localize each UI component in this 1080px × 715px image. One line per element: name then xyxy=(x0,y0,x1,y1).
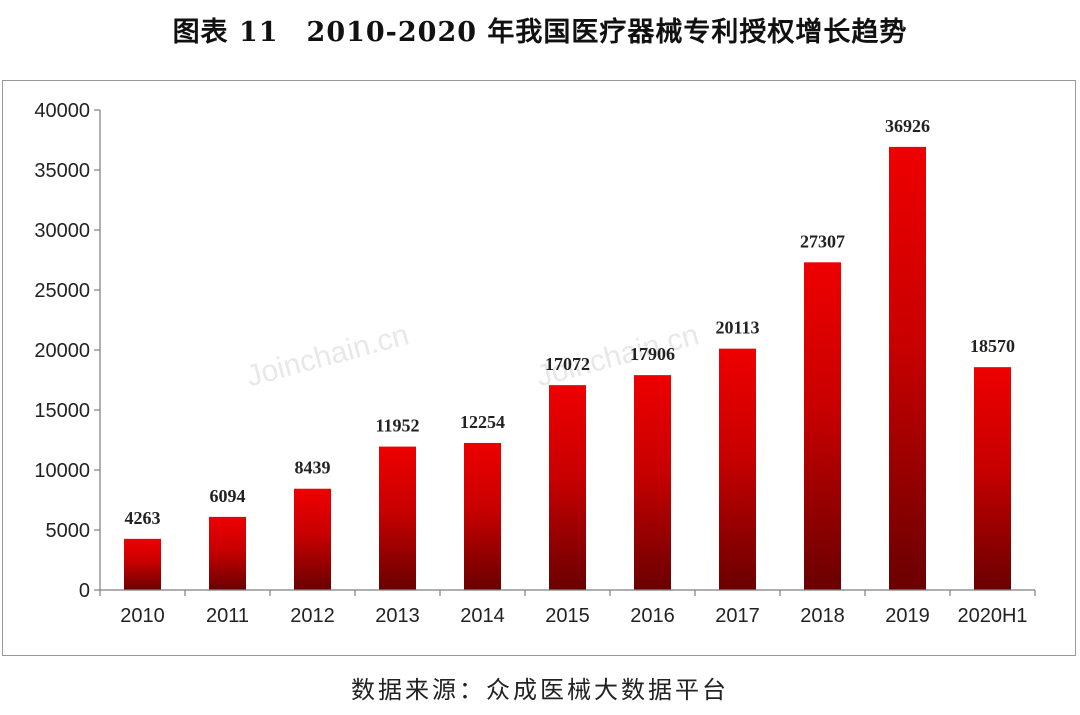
data-label-2019: 36926 xyxy=(885,116,930,136)
data-label-2017: 20113 xyxy=(715,318,759,338)
bar-2012 xyxy=(294,488,331,590)
data-label-2014: 12254 xyxy=(460,412,505,432)
data-label-2015: 17072 xyxy=(545,354,590,374)
y-tick-label: 5000 xyxy=(46,520,91,542)
y-tick-label: 25000 xyxy=(34,280,90,302)
data-label-2011: 6094 xyxy=(210,486,246,506)
y-tick-label: 35000 xyxy=(34,160,90,182)
bar-2017 xyxy=(719,348,756,590)
x-tick-label-2014: 2014 xyxy=(460,605,505,627)
bar-2014 xyxy=(464,442,501,590)
data-label-2018: 27307 xyxy=(800,231,845,251)
y-tick-label: 20000 xyxy=(34,340,90,362)
x-tick-label-2010: 2010 xyxy=(120,605,165,627)
bar-2018 xyxy=(804,262,841,590)
bar-2019 xyxy=(889,146,926,590)
x-tick-label-2016: 2016 xyxy=(630,605,675,627)
bar-2013 xyxy=(379,446,416,590)
data-label-2013: 11952 xyxy=(375,416,419,436)
x-tick-label-2018: 2018 xyxy=(800,605,845,627)
bar-2010 xyxy=(124,538,161,590)
x-tick-label-2012: 2012 xyxy=(290,605,335,627)
bar-2015 xyxy=(549,385,586,590)
x-tick-label-2017: 2017 xyxy=(715,605,760,627)
chart-title: 图表 11 2010-2020 年我国医疗器械专利授权增长趋势 xyxy=(172,17,908,48)
data-label-2010: 4263 xyxy=(125,508,161,528)
y-tick-label: 40000 xyxy=(34,100,90,122)
y-tick-label: 30000 xyxy=(34,220,90,242)
y-tick-label: 0 xyxy=(79,580,90,602)
watermark-text: Joinchain.cn xyxy=(243,318,413,393)
bar-2016 xyxy=(634,375,671,590)
source-note: 数据来源：众成医械大数据平台 xyxy=(351,676,729,704)
bar-2020H1 xyxy=(974,367,1011,590)
bar-2011 xyxy=(209,516,246,590)
data-label-2012: 8439 xyxy=(295,458,331,478)
y-tick-label: 10000 xyxy=(34,460,90,482)
x-tick-label-2013: 2013 xyxy=(375,605,420,627)
x-tick-label-2011: 2011 xyxy=(206,605,249,627)
x-tick-label-2020H1: 2020H1 xyxy=(957,605,1027,627)
x-tick-label-2019: 2019 xyxy=(885,605,930,627)
data-label-2020H1: 18570 xyxy=(970,336,1015,356)
data-label-2016: 17906 xyxy=(630,344,675,364)
x-tick-label-2015: 2015 xyxy=(545,605,590,627)
y-tick-label: 15000 xyxy=(34,400,90,422)
